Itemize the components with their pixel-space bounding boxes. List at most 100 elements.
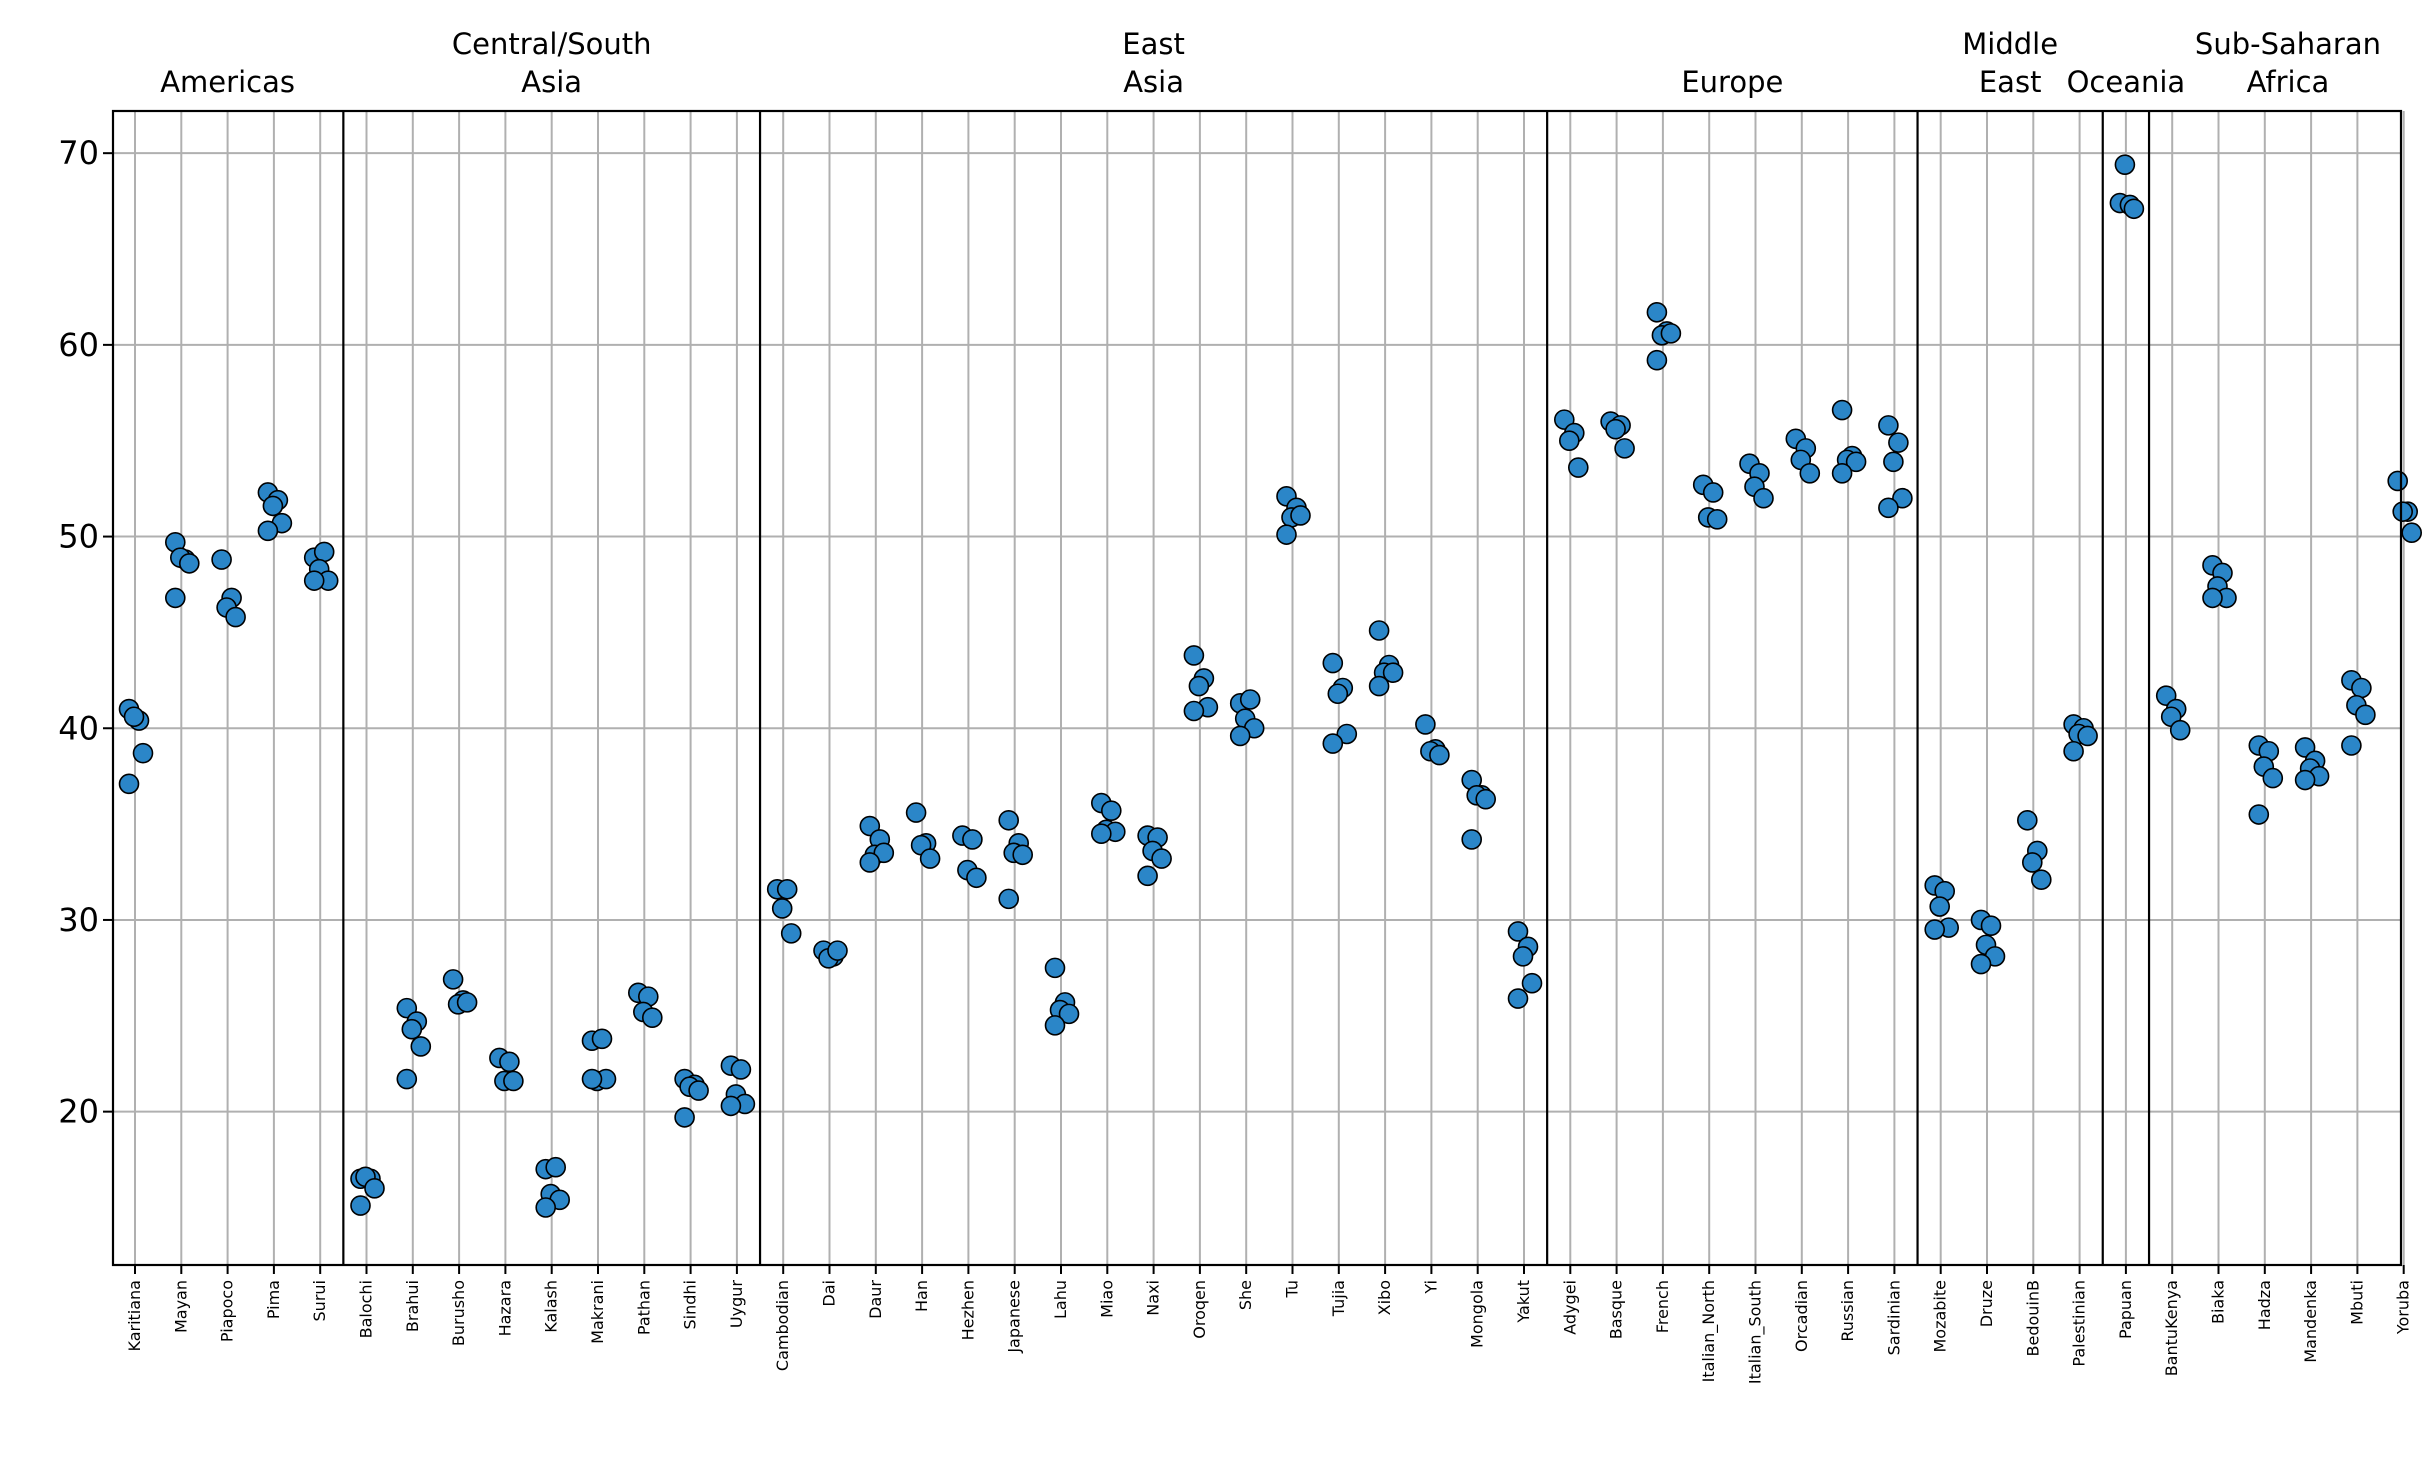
y-tick-label: 50 xyxy=(58,518,99,556)
point-naxi xyxy=(1137,865,1158,887)
x-tick-label-yoruba: Yoruba xyxy=(2394,1280,2413,1335)
point-cambodian xyxy=(771,898,793,919)
point-orcadian xyxy=(1799,463,1821,484)
x-tick-label-karitiana: Karitiana xyxy=(125,1280,144,1352)
point-she xyxy=(1229,725,1251,747)
point-brahui xyxy=(401,1018,423,1040)
group-label-europe: Europe xyxy=(1681,65,1783,99)
group-labels: Americas Central/South Asia East Asia Europe M… xyxy=(160,27,2381,99)
point-palestinian xyxy=(2077,725,2098,747)
data-points xyxy=(118,154,2422,1218)
point-druze xyxy=(1980,915,2002,937)
point-daur xyxy=(859,852,881,873)
y-tick-label: 30 xyxy=(58,901,99,939)
point-karitiana xyxy=(118,773,140,795)
point-brahui xyxy=(396,1068,418,1090)
x-tick-label-italian-north: Italian_North xyxy=(1699,1280,1719,1382)
point-basque xyxy=(1614,438,1635,459)
group-label-americas: Americas xyxy=(160,65,295,99)
point-italian-north xyxy=(1702,482,1724,503)
x-tick-label-pima: Pima xyxy=(264,1280,283,1319)
point-sardinian xyxy=(1888,432,1909,453)
point-italian-south xyxy=(1753,487,1774,509)
point-tujia xyxy=(1336,723,1358,745)
group-label-central-south-asia: Central/South xyxy=(452,27,652,61)
point-yoruba xyxy=(2392,501,2413,522)
point-japanese xyxy=(998,809,1020,831)
point-papuan xyxy=(2123,198,2145,220)
point-mbuti xyxy=(2341,735,2362,756)
point-burusho xyxy=(442,969,464,990)
y-tick-label: 70 xyxy=(58,134,99,172)
point-basque xyxy=(1605,418,1626,440)
point-bedouinb xyxy=(2022,852,2043,873)
point-lahu xyxy=(1044,1015,1066,1036)
point-sindhi xyxy=(674,1107,695,1128)
point-french xyxy=(1646,301,1668,323)
point-han xyxy=(905,802,927,823)
x-tick-label-piapoco: Piapoco xyxy=(218,1280,237,1342)
group-label-oceania: Oceania xyxy=(2067,65,2186,99)
point-japanese xyxy=(1012,844,1034,866)
x-tick-label-tu: Tu xyxy=(1283,1280,1302,1298)
point-mayan xyxy=(179,553,200,574)
point-bantukenya xyxy=(2169,719,2191,741)
x-tick-label-naxi: Naxi xyxy=(1144,1280,1163,1316)
x-tick-label-italian-south: Italian_South xyxy=(1746,1280,1766,1384)
point-tu xyxy=(1290,505,1311,526)
point-uygur xyxy=(720,1095,742,1117)
x-tick-label-miao: Miao xyxy=(1097,1280,1116,1318)
y-axis: 20 30 40 50 60 70 xyxy=(58,134,113,1131)
x-tick-label-bedouinb: BedouinB xyxy=(2023,1280,2042,1356)
y-tick-label: 40 xyxy=(58,709,99,747)
point-tujia xyxy=(1322,652,1344,674)
point-mongola xyxy=(1475,788,1496,810)
point-palestinian xyxy=(2063,740,2084,762)
x-tick-label-russian: Russian xyxy=(1838,1280,1857,1342)
x-tick-label-mongola: Mongola xyxy=(1468,1280,1487,1348)
point-piapoco xyxy=(211,549,232,570)
point-xibo xyxy=(1368,620,1390,641)
point-pathan xyxy=(641,1007,663,1029)
point-hezhen xyxy=(962,829,983,850)
point-adygei xyxy=(1559,430,1580,452)
x-tick-label-kalash: Kalash xyxy=(542,1280,561,1333)
group-label-sub-saharan-africa: Africa xyxy=(2247,65,2330,99)
point-yoruba xyxy=(2387,470,2408,492)
point-pima xyxy=(257,520,279,542)
x-tick-label-orcadian: Orcadian xyxy=(1792,1280,1811,1352)
point-russian xyxy=(1831,399,1853,421)
x-tick-label-brahui: Brahui xyxy=(403,1280,422,1332)
point-daur xyxy=(873,842,895,864)
x-tick-label-japanese: Japanese xyxy=(1005,1280,1024,1354)
point-sindhi xyxy=(688,1080,709,1101)
x-axis: Karitiana Mayan Piapoco Pima Surui Balochi Bra… xyxy=(125,1265,2413,1384)
x-tick-label-yakut: Yakut xyxy=(1514,1280,1533,1324)
x-tick-label-dai: Dai xyxy=(820,1280,839,1307)
point-papuan xyxy=(2114,154,2136,175)
point-yi xyxy=(1429,744,1450,766)
point-adygei xyxy=(1568,457,1589,478)
point-surui xyxy=(303,570,325,591)
x-tick-label-bantukenya: BantuKenya xyxy=(2162,1280,2181,1376)
y-tick-label: 60 xyxy=(58,326,99,364)
point-mandenka xyxy=(2294,769,2316,791)
point-tu xyxy=(1276,524,1297,545)
x-tick-label-daur: Daur xyxy=(866,1280,885,1319)
group-label-east-asia: Asia xyxy=(1123,65,1184,99)
point-druze xyxy=(1970,953,1992,975)
x-tick-label-sindhi: Sindhi xyxy=(681,1280,700,1329)
x-tick-label-yi: Yi xyxy=(1421,1280,1440,1295)
point-makrani xyxy=(581,1068,603,1090)
point-yakut xyxy=(1521,972,1543,994)
x-tick-label-mbuti: Mbuti xyxy=(2347,1280,2366,1325)
group-label-east-asia: East xyxy=(1122,27,1185,61)
point-mayan xyxy=(165,587,186,609)
point-miao xyxy=(1091,823,1112,844)
point-dai xyxy=(827,940,848,961)
point-japanese xyxy=(998,888,1020,910)
point-brahui xyxy=(410,1036,432,1057)
x-tick-label-mayan: Mayan xyxy=(171,1280,190,1333)
point-oroqen xyxy=(1183,700,1205,722)
